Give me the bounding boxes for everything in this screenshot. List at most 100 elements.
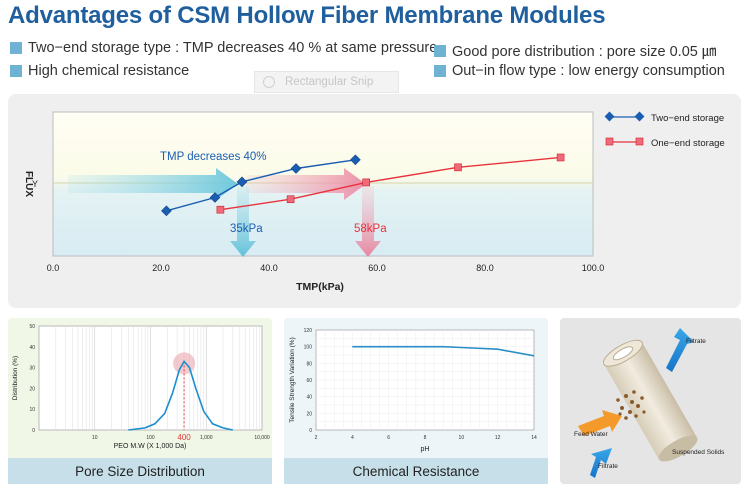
legend-marker-series2 (635, 137, 644, 146)
series-1-point (161, 205, 172, 217)
x-axis-label: TMP(kPa) (296, 281, 344, 293)
chem-y-tick: 40 (306, 395, 312, 401)
tensile-strength-curve (352, 345, 535, 357)
page-title: Advantages of CSM Hollow Fiber Membrane … (8, 2, 606, 29)
pore-y-tick: 40 (29, 345, 35, 351)
legend-marker-series1 (604, 111, 615, 122)
legend-label-series2: One−end storage (651, 138, 725, 149)
pore-y-tick: 10 (29, 407, 35, 413)
bullet-pore-distribution: Good pore distribution : pore size 0.05 … (434, 40, 716, 61)
label-filtrate-top: Filtrate (686, 338, 706, 345)
label-filtrate-bottom: Filtrate (598, 463, 618, 470)
legend-marker-series1 (634, 111, 645, 122)
annotation-35kpa: 35kPa (230, 223, 263, 235)
legend: Two−end storage One−end storage (604, 111, 725, 149)
filtrate-down-arrow-icon (590, 448, 612, 478)
pore-distribution-curve (128, 360, 233, 431)
pore-x-tick: 10,000 (254, 435, 270, 441)
annotation-58kpa: 58kPa (354, 223, 387, 235)
peak-label: 400 (177, 433, 191, 442)
cylinder-lumen (612, 346, 634, 361)
chem-x-tick: 2 (315, 435, 318, 441)
pore-x-tick: 10 (92, 435, 98, 441)
chemical-resistance-card: 0 20 40 60 80 100 120 2 4 6 8 10 12 14 pH Tensile Str… (284, 318, 548, 484)
bullet-text: Out−in flow type : low energy consumptio… (452, 63, 725, 79)
series-1-point (236, 176, 248, 188)
pore-size-card-label: Pore Size Distribution (8, 458, 272, 484)
pore-y-tick: 30 (29, 366, 35, 372)
cylinder-body (603, 342, 698, 460)
bullet-text: Two−end storage type : TMP decreases 40 … (28, 40, 438, 56)
pore-y-tick: 50 (29, 324, 35, 330)
snip-label: Rectangular Snip (285, 76, 374, 88)
chem-y-tick: 20 (306, 411, 312, 417)
cylinder-bottom (658, 435, 698, 462)
hollow-fiber-cylinder (603, 339, 698, 462)
series-2-point (216, 205, 225, 214)
snip-icon (263, 76, 275, 88)
y-axis-label-flux: FLUX (23, 171, 34, 197)
chem-y-tick: 100 (304, 345, 313, 351)
chem-y-tick: 60 (306, 378, 312, 384)
x-tick-label: 60.0 (368, 263, 386, 273)
tmp-arrow-pink (246, 168, 366, 200)
bullet-square-icon (434, 44, 446, 57)
chem-x-tick: 10 (459, 435, 465, 441)
pore-y-axis-label: Distribution (%) (12, 356, 19, 400)
chem-y-tick: 120 (304, 328, 313, 334)
chem-y-tick: 80 (306, 361, 312, 367)
pore-y-tick: 0 (32, 428, 35, 434)
filtrate-out-arrow-icon (666, 328, 694, 372)
chem-x-axis-label: pH (421, 446, 430, 453)
chem-x-tick: 4 (351, 435, 354, 441)
chemical-resistance-chart: 0 20 40 60 80 100 120 2 4 6 8 10 12 14 pH Tensile Str… (289, 328, 537, 453)
tmp-arrow-cyan (68, 168, 238, 200)
pore-x-axis-label: PEO M.W (X 1,000 Da) (114, 443, 187, 450)
series-2-point (362, 178, 371, 187)
x-tick-label: 20.0 (152, 263, 170, 273)
flux-tmp-chart: 0.0 20.0 40.0 60.0 80.0 100.0 TMP decreases 4… (23, 111, 725, 293)
series-2-point (286, 195, 295, 204)
chem-x-tick: 6 (387, 435, 390, 441)
pore-size-card: 0 10 20 30 40 50 10 100 1,000 10,000 400 PEO M.W … (8, 318, 272, 484)
x-tick-label: 80.0 (476, 263, 494, 273)
bullet-text: Good pore distribution : pore size 0.05 … (452, 44, 717, 60)
series-2-point (454, 163, 462, 172)
bullet-square-icon (10, 42, 22, 54)
chem-y-tick: 0 (309, 428, 312, 434)
bullet-chemical-resistance: High chemical resistance (10, 63, 189, 79)
annotation-arrows (68, 168, 381, 257)
module-illustration-card: Filtrate Feed Water Suspended Solids Fil… (560, 318, 741, 484)
main-chart-panel: 0.0 20.0 40.0 60.0 80.0 100.0 TMP decreases 4… (8, 94, 741, 308)
chem-x-tick: 12 (495, 435, 501, 441)
bullet-flow-type: Out−in flow type : low energy consumptio… (434, 63, 725, 79)
x-tick-label: 40.0 (260, 263, 278, 273)
pore-y-tick: 20 (29, 386, 35, 392)
rectangular-snip-overlay[interactable]: Rectangular Snip (254, 71, 399, 93)
label-suspended-solids: Suspended Solids (672, 449, 725, 456)
bullet-square-icon (10, 65, 22, 77)
series-2-point (556, 153, 565, 162)
x-tick-label: 0.0 (47, 263, 60, 273)
label-feed-water: Feed Water (574, 431, 609, 438)
pore-x-tick: 1,000 (200, 435, 213, 441)
bullet-two-end-storage: Two−end storage type : TMP decreases 40 … (10, 40, 437, 56)
down-arrow-35kpa (230, 186, 256, 257)
legend-label-series1: Two−end storage (651, 113, 724, 124)
chem-x-tick: 14 (531, 435, 537, 441)
bullet-text: High chemical resistance (28, 63, 190, 79)
chem-x-tick: 8 (424, 435, 427, 441)
pore-x-tick: 100 (146, 435, 155, 441)
series-1-point (209, 192, 221, 203)
suspended-solids-dots (616, 390, 646, 420)
y-tick-y: Y (32, 179, 38, 189)
bullet-square-icon (434, 65, 446, 77)
annotation-tmp-decreases: TMP decreases 40% (160, 151, 267, 163)
hollow-fiber-module-illustration: Filtrate Feed Water Suspended Solids Fil… (574, 328, 725, 478)
chemical-resistance-card-label: Chemical Resistance (284, 458, 548, 484)
x-tick-label: 100.0 (582, 263, 605, 273)
chem-y-axis-label: Tensile Strength Variation (%) (289, 337, 296, 423)
series-1-point (290, 163, 302, 174)
series-1-point (350, 154, 361, 166)
feed-water-arrow-icon (578, 410, 622, 436)
